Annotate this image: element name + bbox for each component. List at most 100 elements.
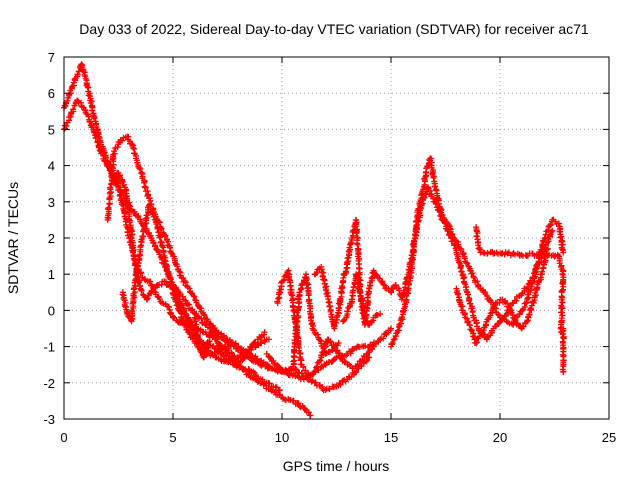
data-point bbox=[560, 368, 567, 375]
data-point-fill bbox=[266, 354, 273, 361]
data-point-fill bbox=[290, 397, 297, 404]
data-point-fill bbox=[469, 270, 476, 277]
data-point-fill bbox=[214, 338, 221, 345]
y-tick-label: 0 bbox=[48, 303, 55, 318]
data-point bbox=[265, 336, 272, 343]
data-point-fill bbox=[364, 291, 371, 298]
y-tick-label: 6 bbox=[48, 86, 55, 101]
data-point-fill bbox=[80, 68, 87, 75]
data-point-fill bbox=[301, 405, 308, 412]
data-point-fill bbox=[444, 228, 451, 235]
data-point-fill bbox=[108, 188, 115, 195]
data-point-fill bbox=[135, 213, 142, 220]
data-point-fill bbox=[312, 379, 319, 386]
x-tick-label: 0 bbox=[60, 430, 67, 445]
data-point-fill bbox=[525, 281, 532, 288]
x-tick-label: 25 bbox=[602, 430, 616, 445]
y-tick-label: 4 bbox=[48, 159, 55, 174]
data-point-fill bbox=[392, 282, 399, 289]
data-point bbox=[322, 387, 329, 394]
data-point-fill bbox=[338, 282, 345, 289]
data-point-fill bbox=[317, 357, 324, 364]
data-point-fill bbox=[336, 300, 343, 307]
data-point-fill bbox=[137, 270, 144, 277]
data-point-fill bbox=[466, 297, 473, 304]
data-point bbox=[111, 148, 118, 155]
data-point bbox=[95, 144, 102, 151]
data-point-fill bbox=[152, 242, 159, 249]
data-point-fill bbox=[252, 371, 259, 378]
data-point-fill bbox=[557, 234, 564, 241]
data-point-fill bbox=[300, 363, 307, 370]
data-point-fill bbox=[179, 293, 186, 300]
data-point-fill bbox=[142, 215, 149, 222]
data-point-fill bbox=[474, 278, 481, 285]
data-point-fill bbox=[124, 205, 131, 212]
data-point-fill bbox=[137, 166, 144, 173]
data-point-fill bbox=[337, 381, 344, 388]
data-point-fill bbox=[327, 339, 334, 346]
data-point-fill bbox=[130, 255, 137, 262]
data-point-fill bbox=[198, 315, 205, 322]
data-point-fill bbox=[157, 233, 164, 240]
data-point-fill bbox=[398, 314, 405, 321]
data-point-fill bbox=[162, 278, 169, 285]
data-point-fill bbox=[547, 221, 554, 228]
data-point-fill bbox=[274, 298, 281, 305]
data-point-fill bbox=[190, 292, 197, 299]
data-point bbox=[544, 245, 551, 252]
data-point-fill bbox=[559, 246, 566, 253]
data-point-fill bbox=[102, 158, 109, 165]
data-point bbox=[473, 339, 480, 346]
data-point-fill bbox=[455, 290, 462, 297]
data-point-fill bbox=[391, 335, 398, 342]
data-point-fill bbox=[181, 307, 188, 314]
data-point-fill bbox=[465, 318, 472, 325]
y-axis-label: SDTVAR / TECUs bbox=[5, 182, 21, 294]
data-point-fill bbox=[318, 269, 325, 276]
data-point-fill bbox=[458, 246, 465, 253]
data-point-fill bbox=[171, 287, 178, 294]
data-point-fill bbox=[527, 305, 534, 312]
data-point-fill bbox=[119, 291, 126, 298]
data-point-fill bbox=[380, 281, 387, 288]
data-point-fill bbox=[85, 113, 92, 120]
data-point-fill bbox=[353, 274, 360, 281]
data-point-fill bbox=[529, 274, 536, 281]
data-point-fill bbox=[559, 280, 566, 287]
data-point-fill bbox=[270, 360, 277, 367]
data-point-fill bbox=[313, 269, 320, 276]
x-tick-label: 20 bbox=[493, 430, 507, 445]
data-point-fill bbox=[84, 83, 91, 90]
data-point-fill bbox=[330, 357, 337, 364]
data-point-fill bbox=[306, 372, 313, 379]
x-axis-label: GPS time / hours bbox=[283, 458, 390, 474]
y-tick-label: 3 bbox=[48, 195, 55, 210]
data-point-fill bbox=[130, 144, 137, 151]
data-point-fill bbox=[457, 265, 464, 272]
data-point-fill bbox=[463, 259, 470, 266]
data-point-fill bbox=[559, 299, 566, 306]
data-point bbox=[464, 260, 471, 267]
data-point-fill bbox=[137, 243, 144, 250]
data-point-fill bbox=[105, 204, 112, 211]
data-point-fill bbox=[89, 107, 96, 114]
data-point-fill bbox=[91, 115, 98, 122]
data-point-fill bbox=[541, 253, 548, 260]
data-point-fill bbox=[85, 92, 92, 99]
data-point-fill bbox=[289, 292, 296, 299]
data-point-fill bbox=[156, 234, 163, 241]
data-point-fill bbox=[94, 139, 101, 146]
data-point-fill bbox=[402, 298, 409, 305]
data-point-fill bbox=[520, 323, 527, 330]
data-point-fill bbox=[74, 71, 81, 78]
data-point-fill bbox=[498, 250, 505, 257]
data-point-fill bbox=[325, 296, 332, 303]
data-point-fill bbox=[288, 291, 295, 298]
data-point-fill bbox=[313, 363, 320, 370]
data-point-fill bbox=[122, 303, 129, 310]
data-point bbox=[549, 227, 556, 234]
data-point-fill bbox=[473, 233, 480, 240]
